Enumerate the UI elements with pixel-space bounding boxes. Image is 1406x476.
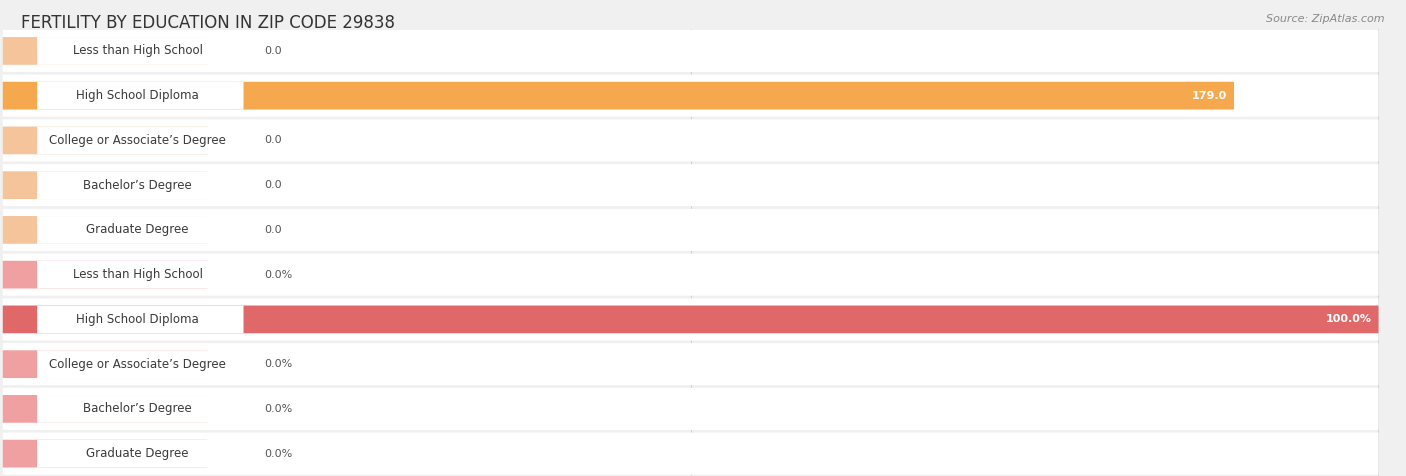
Text: 0.0%: 0.0% [264, 404, 292, 414]
Text: 0.0: 0.0 [264, 135, 281, 146]
FancyBboxPatch shape [3, 216, 208, 244]
FancyBboxPatch shape [37, 82, 243, 109]
FancyBboxPatch shape [37, 127, 243, 154]
FancyBboxPatch shape [3, 433, 1378, 475]
Text: High School Diploma: High School Diploma [76, 313, 198, 326]
Text: Bachelor’s Degree: Bachelor’s Degree [83, 178, 193, 192]
Text: 0.0: 0.0 [264, 225, 281, 235]
FancyBboxPatch shape [37, 37, 243, 65]
Text: High School Diploma: High School Diploma [76, 89, 198, 102]
FancyBboxPatch shape [3, 209, 1378, 251]
FancyBboxPatch shape [3, 30, 1378, 72]
Text: Less than High School: Less than High School [73, 44, 202, 58]
Text: Graduate Degree: Graduate Degree [86, 223, 188, 237]
Text: Source: ZipAtlas.com: Source: ZipAtlas.com [1267, 14, 1385, 24]
Text: College or Associate’s Degree: College or Associate’s Degree [49, 134, 226, 147]
Text: 0.0: 0.0 [264, 180, 281, 190]
FancyBboxPatch shape [3, 261, 208, 288]
FancyBboxPatch shape [3, 343, 1378, 385]
Text: 100.0%: 100.0% [1326, 314, 1372, 325]
FancyBboxPatch shape [3, 171, 208, 199]
FancyBboxPatch shape [3, 440, 208, 467]
FancyBboxPatch shape [37, 171, 243, 199]
FancyBboxPatch shape [37, 350, 243, 378]
FancyBboxPatch shape [3, 395, 208, 423]
Text: 0.0%: 0.0% [264, 269, 292, 280]
FancyBboxPatch shape [3, 254, 1378, 296]
FancyBboxPatch shape [3, 350, 208, 378]
Text: 0.0: 0.0 [264, 46, 281, 56]
FancyBboxPatch shape [3, 75, 1378, 117]
Text: Graduate Degree: Graduate Degree [86, 447, 188, 460]
FancyBboxPatch shape [37, 216, 243, 244]
FancyBboxPatch shape [3, 37, 208, 65]
FancyBboxPatch shape [3, 298, 1378, 340]
Text: 179.0: 179.0 [1192, 90, 1227, 101]
FancyBboxPatch shape [3, 119, 1378, 161]
Text: FERTILITY BY EDUCATION IN ZIP CODE 29838: FERTILITY BY EDUCATION IN ZIP CODE 29838 [21, 14, 395, 32]
Text: Less than High School: Less than High School [73, 268, 202, 281]
Text: 0.0%: 0.0% [264, 448, 292, 459]
FancyBboxPatch shape [37, 395, 243, 423]
FancyBboxPatch shape [37, 440, 243, 467]
FancyBboxPatch shape [37, 261, 243, 288]
FancyBboxPatch shape [3, 388, 1378, 430]
FancyBboxPatch shape [37, 306, 243, 333]
FancyBboxPatch shape [3, 127, 208, 154]
Text: 0.0%: 0.0% [264, 359, 292, 369]
Text: College or Associate’s Degree: College or Associate’s Degree [49, 357, 226, 371]
FancyBboxPatch shape [3, 306, 1378, 333]
FancyBboxPatch shape [3, 164, 1378, 206]
Text: Bachelor’s Degree: Bachelor’s Degree [83, 402, 193, 416]
FancyBboxPatch shape [3, 82, 1234, 109]
